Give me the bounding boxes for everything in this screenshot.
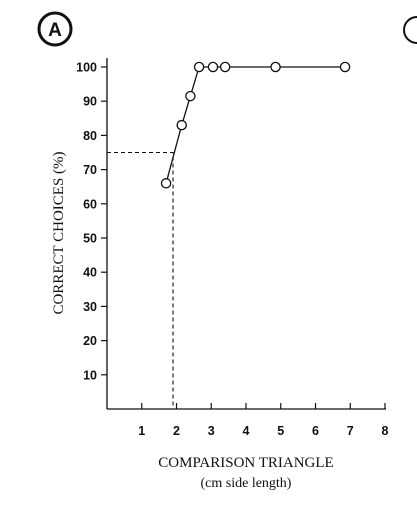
y-tick-label: 50 <box>83 232 97 246</box>
y-tick-label: 30 <box>83 300 97 314</box>
x-tick-label: 5 <box>277 424 284 438</box>
data-point <box>193 61 205 73</box>
data-point <box>160 178 172 189</box>
y-tick-label: 60 <box>83 197 97 211</box>
data-point <box>219 61 231 73</box>
y-tick-label: 100 <box>76 61 97 75</box>
x-tick-label: 8 <box>382 424 389 438</box>
x-axis-subtitle: (cm side length) <box>201 476 292 491</box>
x-tick-label: 7 <box>347 424 354 438</box>
data-point <box>176 119 187 131</box>
data-point <box>207 61 219 73</box>
panel-badge-circle <box>37 11 73 47</box>
x-axis-ticks: 1 2 3 4 5 6 7 8 <box>138 403 389 438</box>
data-point <box>339 61 351 73</box>
y-tick-label: 20 <box>83 334 97 348</box>
threshold-dashed-line <box>107 151 174 409</box>
y-tick-label: 10 <box>83 368 97 382</box>
x-tick-label: 4 <box>243 424 250 438</box>
y-axis-ticks: 10 20 30 40 50 60 70 80 90 100 <box>76 61 107 382</box>
y-axis-title: CORRECT CHOICES (%) <box>51 151 67 314</box>
y-tick-label: 90 <box>83 95 97 109</box>
series-line <box>165 66 346 184</box>
x-tick-label: 1 <box>138 424 145 438</box>
x-tick-label: 2 <box>173 424 180 438</box>
panel-badge: A <box>37 11 73 47</box>
x-axis-title: COMPARISON TRIANGLE <box>158 455 333 471</box>
next-panel-badge-fragment <box>403 16 417 44</box>
data-series <box>160 61 351 189</box>
x-tick-label: 3 <box>208 424 215 438</box>
data-point <box>270 61 281 73</box>
x-tick-label: 6 <box>312 424 319 438</box>
y-tick-label: 40 <box>83 266 97 280</box>
y-tick-label: 70 <box>83 163 97 177</box>
panel-letter: A <box>48 20 62 41</box>
threshold-reference <box>107 151 174 409</box>
data-point <box>185 90 196 102</box>
y-tick-label: 80 <box>83 129 97 143</box>
